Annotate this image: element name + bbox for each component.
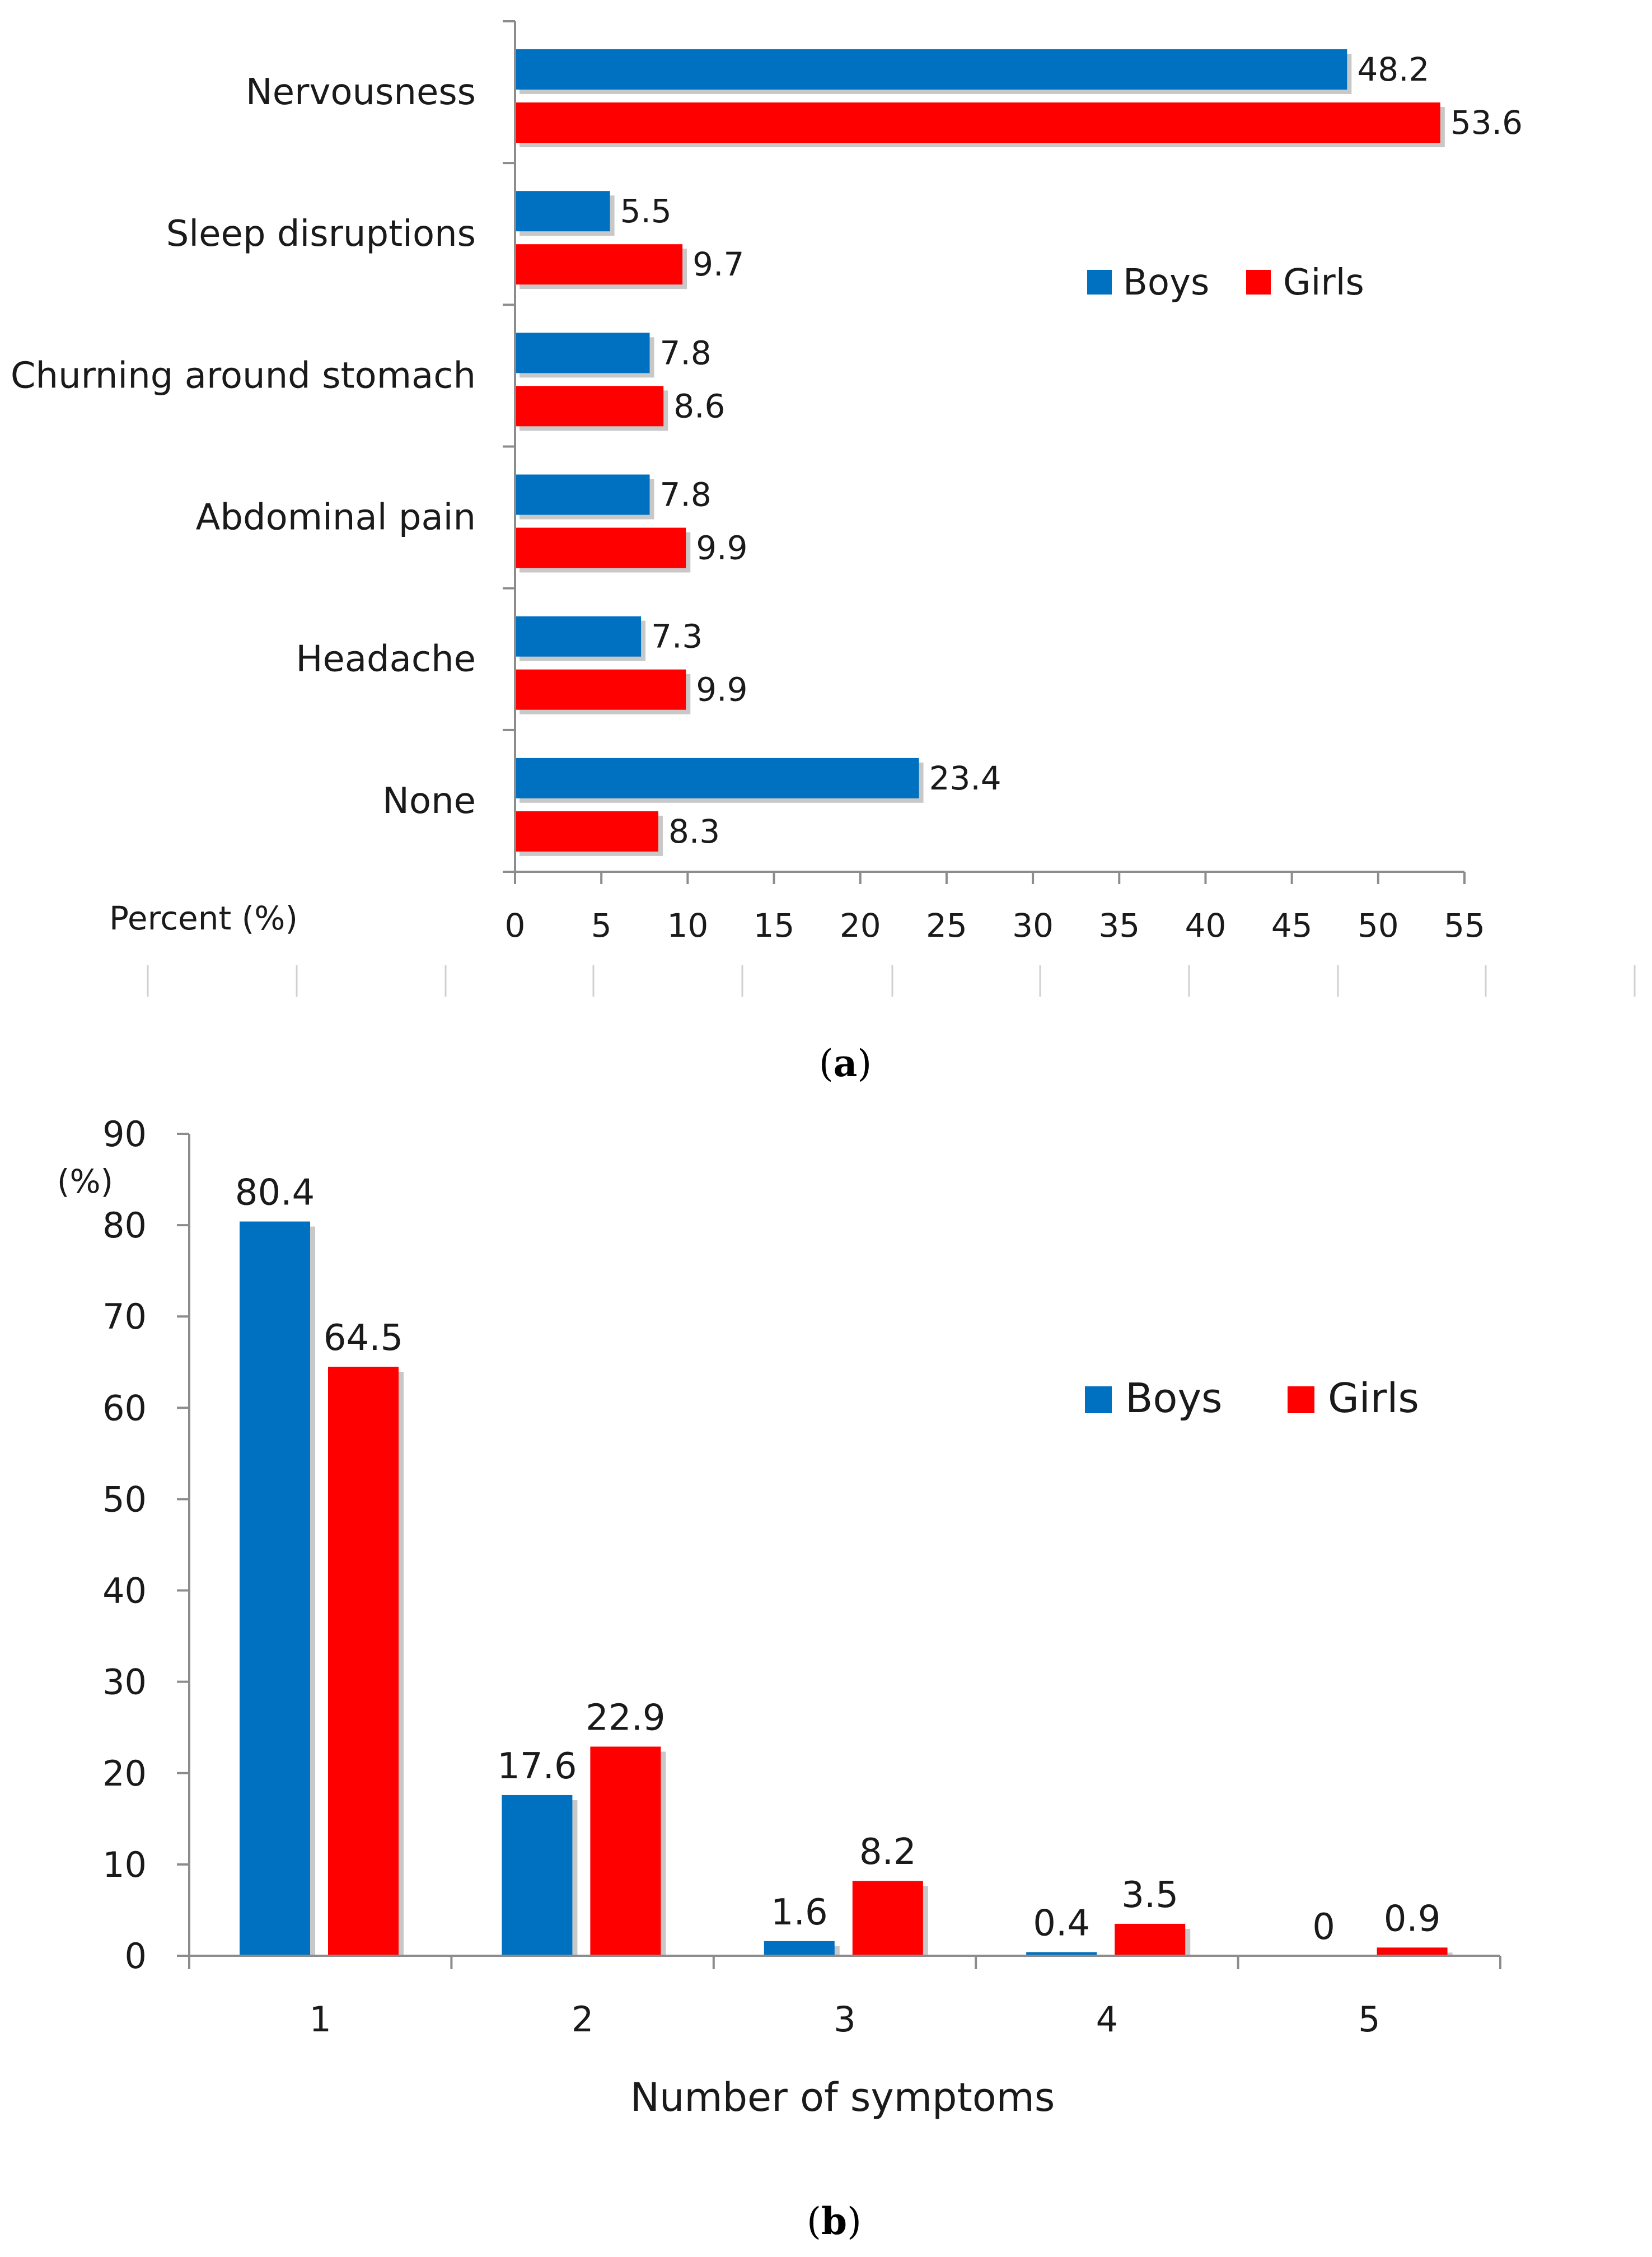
bar-girls (1115, 1923, 1186, 1956)
x-tick-label: 30 (1012, 906, 1054, 945)
x-tick-label: 3 (834, 1999, 855, 2040)
bar-boys (515, 758, 919, 798)
category-label: Headache (296, 639, 476, 680)
bar-girls (515, 102, 1440, 143)
data-label: 0 (1312, 1906, 1335, 1948)
x-tick-label: 45 (1271, 906, 1313, 945)
y-tick-label: 70 (102, 1296, 147, 1337)
bar-girls (515, 244, 683, 285)
legend-swatch-boys (1087, 270, 1112, 295)
caption-letter: a (834, 1041, 858, 1085)
y-tick-label: 30 (102, 1662, 147, 1703)
data-label: 9.9 (696, 529, 747, 567)
data-label: 17.6 (497, 1746, 577, 1787)
caption-close: ) (857, 1042, 872, 1085)
x-tick-label: 1 (309, 1999, 331, 2040)
x-tick-label: 25 (926, 906, 967, 945)
legend-swatch-girls (1246, 270, 1271, 295)
x-tick-label: 35 (1098, 906, 1140, 945)
bar-boys (515, 474, 650, 515)
data-label: 8.2 (859, 1831, 916, 1873)
panel-caption-b: (b) (807, 2199, 862, 2243)
x-tick-label: 55 (1444, 906, 1485, 945)
data-label: 8.6 (673, 387, 725, 425)
bar-boys (515, 191, 610, 232)
data-label: 5.5 (620, 192, 672, 230)
x-tick-label: 0 (505, 906, 526, 945)
data-label: 7.8 (660, 476, 712, 514)
category-label: None (382, 781, 476, 822)
data-label: 48.2 (1357, 50, 1429, 88)
bar-boys (1026, 1952, 1097, 1956)
data-label: 80.4 (235, 1172, 315, 1214)
x-tick-label: 4 (1096, 1999, 1118, 2040)
x-axis-title: Number of symptoms (630, 2074, 1055, 2120)
bar-girls (590, 1746, 661, 1956)
category-label: Sleep disruptions (166, 213, 476, 255)
legend-swatch-girls (1288, 1386, 1314, 1413)
y-tick-label: 80 (102, 1205, 147, 1246)
category-label: Abdominal pain (196, 497, 476, 539)
legend-label-girls: Girls (1328, 1375, 1419, 1422)
category-label: Churning around stomach (11, 355, 476, 396)
x-tick-label: 50 (1358, 906, 1399, 945)
data-label: 7.3 (651, 618, 703, 656)
bar-girls (515, 669, 686, 710)
y-tick-label: 90 (102, 1114, 147, 1155)
data-label: 1.6 (771, 1892, 828, 1933)
x-axis-title: Percent (%) (109, 899, 298, 937)
data-label: 22.9 (586, 1697, 666, 1739)
data-label: 23.4 (929, 759, 1002, 797)
caption-open: ( (819, 1042, 834, 1085)
bar-boys (515, 333, 650, 373)
data-label: 0.9 (1384, 1898, 1441, 1940)
y-tick-label: 40 (102, 1571, 147, 1611)
panel-caption-a: (a) (819, 1041, 872, 1085)
y-tick-label: 50 (102, 1479, 147, 1520)
panel-a-chart: 48.2 53.6 Nervousness 5.5 9.7 Sleep disruptio… (11, 20, 1636, 1085)
caption-letter: b (821, 2199, 847, 2243)
y-tick-label: 10 (102, 1844, 147, 1885)
y-tick-label: 20 (102, 1753, 147, 1794)
bar-boys (240, 1221, 310, 1956)
y-tick-label: 0 (125, 1936, 147, 1976)
legend-label-boys: Boys (1125, 1375, 1223, 1422)
x-tick-label: 20 (840, 906, 881, 945)
x-tick-label: 15 (754, 906, 795, 945)
legend-swatch-boys (1085, 1386, 1112, 1413)
caption-close: ) (847, 2200, 862, 2243)
bar-girls (1377, 1947, 1448, 1956)
data-label: 8.3 (668, 812, 720, 851)
bar-boys (515, 49, 1347, 90)
caption-open: ( (807, 2200, 821, 2243)
data-label: 64.5 (324, 1317, 404, 1359)
bar-boys (502, 1795, 573, 1956)
x-tick-label: 5 (1358, 1999, 1380, 2040)
data-label: 9.9 (696, 671, 747, 709)
category-label: Nervousness (246, 72, 476, 113)
x-tick-label: 10 (667, 906, 708, 945)
x-tick-label: 5 (591, 906, 612, 945)
y-tick-label: 60 (102, 1387, 147, 1428)
bar-girls (852, 1881, 923, 1956)
data-label: 0.4 (1033, 1903, 1090, 1944)
y-axis-title: (%) (57, 1162, 113, 1200)
data-label: 9.7 (692, 245, 744, 283)
bar-girls (515, 811, 658, 852)
bar-girls (328, 1366, 399, 1956)
x-tick-label: 2 (572, 1999, 593, 2040)
bar-girls (515, 527, 686, 568)
x-tick-label: 40 (1185, 906, 1227, 945)
data-label: 7.8 (660, 334, 712, 372)
bar-boys (764, 1941, 835, 1956)
legend-label-boys: Boys (1123, 262, 1209, 303)
bar-girls (515, 386, 664, 427)
bar-boys (515, 616, 642, 657)
data-label: 3.5 (1121, 1875, 1178, 1916)
data-label: 53.6 (1450, 104, 1523, 142)
legend-label-girls: Girls (1283, 262, 1364, 303)
